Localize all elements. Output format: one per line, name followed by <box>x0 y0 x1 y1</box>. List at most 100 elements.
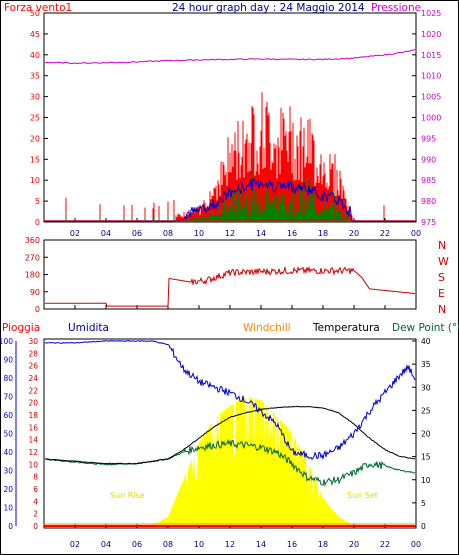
pressure-axis-tick-label: 1020 <box>421 30 441 39</box>
wind-axis-tick-label: 20 <box>30 134 40 143</box>
rain-axis-tick-label: 18 <box>28 411 38 420</box>
x-tick-label: 14 <box>256 540 266 549</box>
humidity-axis-tick-label: 100 <box>0 337 13 346</box>
rain-axis-tick-label: 16 <box>28 423 38 432</box>
x-tick-label: 12 <box>225 229 235 238</box>
x-tick-label: 20 <box>349 540 359 549</box>
temperature-line <box>44 405 415 465</box>
rain-axis-tick-label: 8 <box>33 473 38 482</box>
x-tick-label: 10 <box>194 229 204 238</box>
x-tick-label: 10 <box>194 540 204 549</box>
humidity-line <box>44 340 416 461</box>
direction-axis-tick-label: 360 <box>25 236 40 245</box>
temperature-label: Temperatura <box>312 322 380 334</box>
humidity-axis-tick-label: 90 <box>3 356 13 365</box>
x-tick-label: 00 <box>411 229 421 238</box>
temperature-axis-tick-label: 5 <box>421 499 426 508</box>
x-tick-label: 00 <box>411 540 421 549</box>
wind-axis-tick-label: 0 <box>35 218 40 227</box>
sun-set-label: Sun Set <box>347 491 378 500</box>
pressure-axis-tick-label: 995 <box>421 134 436 143</box>
wind-axis-tick-label: 25 <box>30 114 40 123</box>
windchill-label: Windchill <box>243 322 291 334</box>
x-tick-label: 02 <box>70 229 80 238</box>
x-tick-label: 14 <box>256 229 266 238</box>
rain-axis-tick-label: 24 <box>28 374 38 383</box>
pressure-axis-tick-label: 980 <box>421 197 436 206</box>
compass-w: W <box>438 255 449 268</box>
wind-axis-tick-label: 30 <box>30 93 40 102</box>
wind-axis-tick-label: 45 <box>30 30 40 39</box>
x-tick-label: 16 <box>287 540 297 549</box>
x-tick-label: 08 <box>163 229 173 238</box>
temperature-axis-tick-label: 10 <box>421 476 431 485</box>
humidity-axis-tick-label: 40 <box>3 448 13 457</box>
rain-axis-tick-label: 28 <box>28 349 38 358</box>
dewpoint-line <box>44 438 416 488</box>
x-tick-label: 06 <box>132 540 142 549</box>
x-tick-label: 12 <box>225 540 235 549</box>
pressure-axis-tick-label: 1000 <box>421 114 441 123</box>
pressure-axis-tick-label: 1025 <box>421 9 441 18</box>
page-title: 24 hour graph day : 24 Maggio 2014 <box>172 2 365 14</box>
rain-axis-tick-label: 26 <box>28 362 38 371</box>
dewpoint-label: Dew Point (°C <box>392 322 459 334</box>
direction-axis-tick-label: 270 <box>25 253 40 262</box>
pressure-axis-tick-label: 1010 <box>421 72 441 81</box>
sun-rise-label: Sun Rise <box>110 491 145 500</box>
temperature-axis-tick-label: 30 <box>421 383 431 392</box>
pressure-axis-tick-label: 985 <box>421 176 436 185</box>
humidity-axis-tick-label: 70 <box>3 393 13 402</box>
wind-label: Forza vento1 <box>4 2 72 14</box>
x-tick-label: 08 <box>163 540 173 549</box>
temperature-axis-tick-label: 25 <box>421 406 431 415</box>
x-tick-label: 04 <box>101 229 111 238</box>
pressure-axis-tick-label: 990 <box>421 155 436 164</box>
humidity-axis-tick-label: 10 <box>3 504 13 513</box>
humidity-label: Umidita <box>68 322 109 334</box>
wind-axis-tick-label: 15 <box>30 155 40 164</box>
compass-e: E <box>438 287 445 300</box>
temperature-axis-tick-label: 15 <box>421 453 431 462</box>
rain-axis-tick-label: 30 <box>28 337 38 346</box>
direction-axis-tick-label: 180 <box>25 271 40 280</box>
solar-radiation-area <box>44 396 416 526</box>
x-tick-label: 06 <box>132 229 142 238</box>
temperature-axis-tick-label: 20 <box>421 430 431 439</box>
wind-axis-tick-label: 50 <box>30 9 40 18</box>
x-tick-label: 22 <box>380 540 390 549</box>
wind-axis-tick-label: 5 <box>35 197 40 206</box>
pressure-line <box>44 49 416 65</box>
x-tick-label: 02 <box>70 540 80 549</box>
pressure-label: Pressione <box>371 2 421 14</box>
rain-label: Pioggia <box>2 322 40 334</box>
humidity-axis-tick-label: 50 <box>3 430 13 439</box>
rain-axis-tick-label: 6 <box>33 485 38 494</box>
x-tick-label: 20 <box>349 229 359 238</box>
humidity-axis-tick-label: 30 <box>3 467 13 476</box>
humidity-axis-tick-label: 80 <box>3 374 13 383</box>
wind-axis-tick-label: 35 <box>30 72 40 81</box>
x-tick-label: 22 <box>380 229 390 238</box>
pressure-axis-tick-label: 975 <box>421 218 436 227</box>
compass-n-top: N <box>438 239 446 252</box>
rain-axis-tick-label: 10 <box>28 460 38 469</box>
rain-axis-tick-label: 0 <box>33 522 38 531</box>
x-tick-label: 18 <box>318 540 328 549</box>
x-tick-label: 04 <box>101 540 111 549</box>
x-tick-label: 16 <box>287 229 297 238</box>
rain-axis-tick-label: 20 <box>28 399 38 408</box>
pressure-axis-tick-label: 1015 <box>421 51 441 60</box>
wind-axis-tick-label: 10 <box>30 176 40 185</box>
temperature-axis-tick-label: 0 <box>421 522 426 531</box>
rain-axis-tick-label: 2 <box>33 510 38 519</box>
rain-axis-tick-label: 4 <box>33 497 38 506</box>
humidity-axis-tick-label: 20 <box>3 485 13 494</box>
x-tick-label: 18 <box>318 229 328 238</box>
direction-axis-tick-label: 90 <box>30 288 40 297</box>
pressure-axis-tick-label: 1005 <box>421 93 441 102</box>
wind-axis-tick-label: 40 <box>30 51 40 60</box>
temperature-axis-tick-label: 35 <box>421 360 431 369</box>
